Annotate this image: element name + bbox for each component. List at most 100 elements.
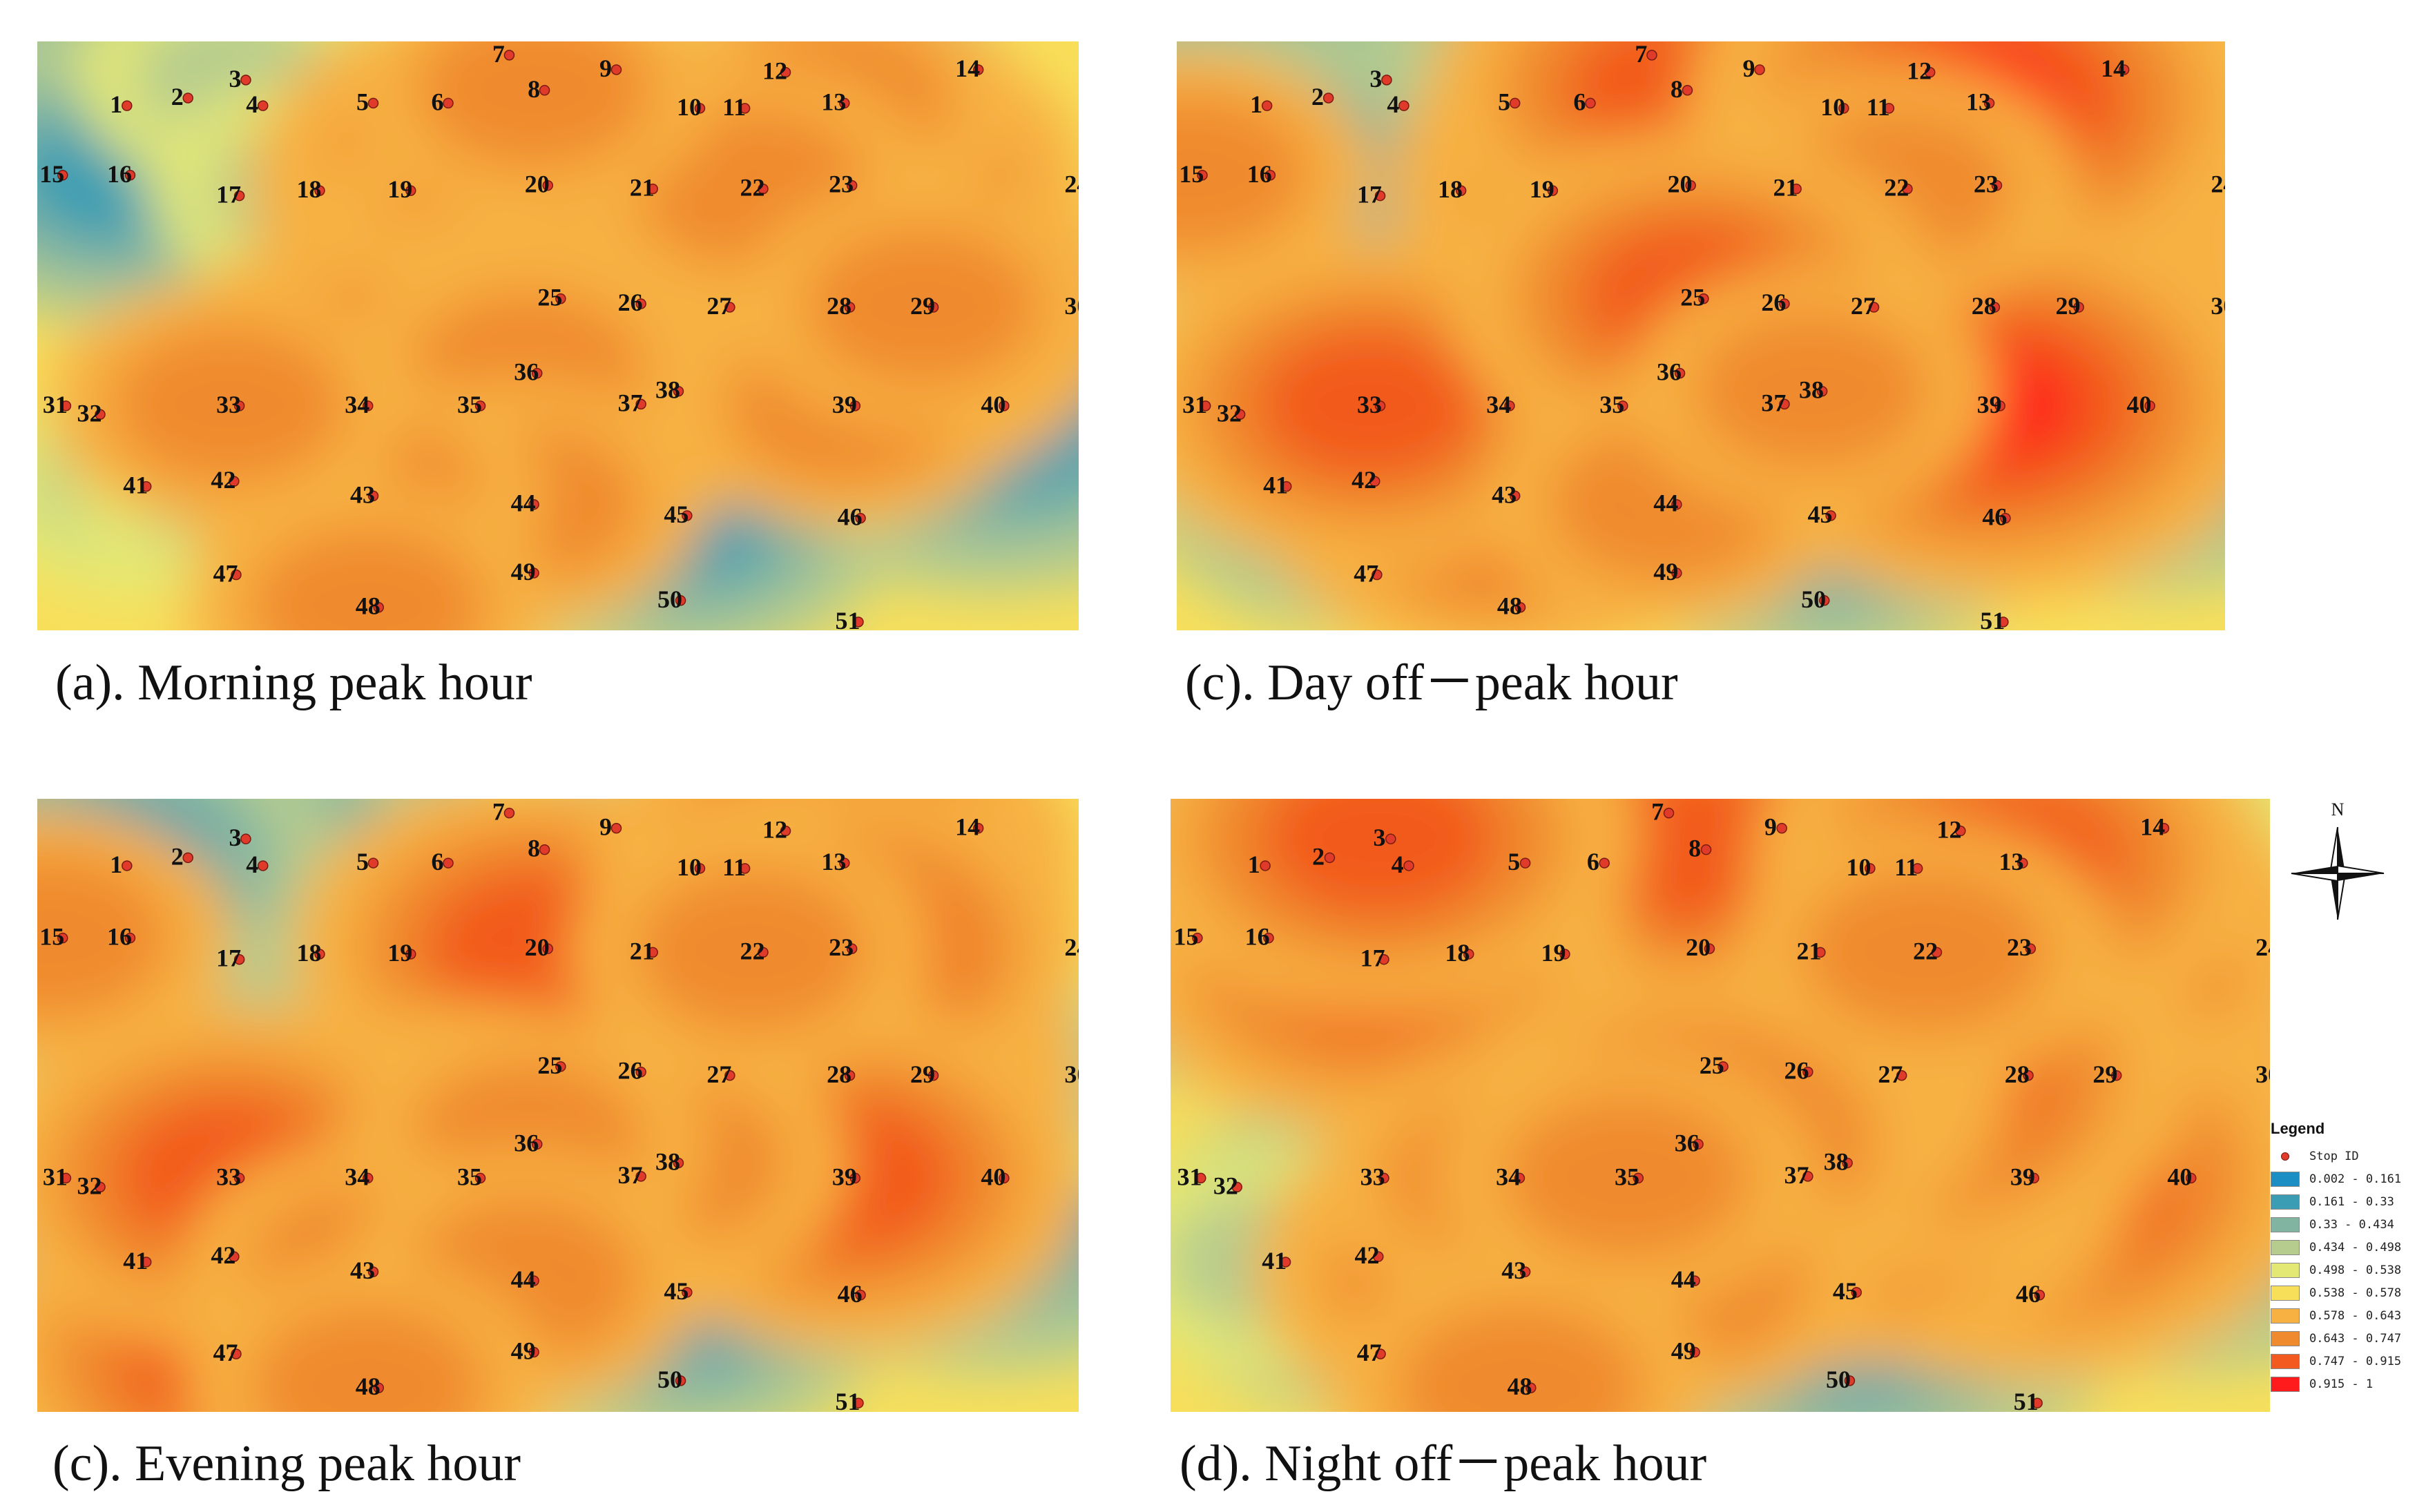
stop-label: 49: [1653, 558, 1678, 585]
stop-marker: [2034, 1290, 2046, 1301]
heatmap-night-off-peak: 1234567891011121314151617181920212223242…: [1169, 797, 2271, 1413]
legend-class-range: 0.002 - 0.161: [2309, 1172, 2402, 1186]
stop-label: 31: [1177, 1163, 1202, 1190]
stop-marker: [1912, 863, 1923, 874]
stop-marker: [1991, 180, 2003, 191]
stop-marker: [1851, 1287, 1862, 1298]
stop-label: 49: [511, 558, 536, 585]
stop-marker: [1842, 1157, 1853, 1169]
stop-marker: [1192, 932, 1203, 944]
legend-class-range: 0.747 - 0.915: [2309, 1354, 2402, 1368]
stop-marker: [528, 1275, 539, 1286]
stop-label: 27: [1878, 1060, 1903, 1088]
stop-marker-icon: [2281, 1152, 2289, 1161]
stop-label: 40: [981, 1163, 1005, 1190]
stop-label: 9: [599, 813, 612, 841]
stop-label: 49: [511, 1337, 536, 1365]
stop-label: 26: [1761, 289, 1786, 316]
stop-marker: [839, 97, 850, 109]
legend-class-row: 0.538 - 0.578: [2271, 1281, 2435, 1304]
stop-marker: [229, 476, 240, 487]
legend-class-range: 0.578 - 0.643: [2309, 1308, 2402, 1323]
stop-marker: [724, 1070, 735, 1081]
stop-label: 29: [910, 1060, 935, 1088]
stop-marker: [1983, 97, 1995, 109]
stop-label: 36: [514, 1129, 539, 1156]
stop-marker: [240, 833, 251, 844]
stop-marker: [1403, 860, 1414, 871]
stop-marker: [2110, 1070, 2122, 1081]
stop-label: 25: [1680, 284, 1705, 311]
hot-zone: [250, 1303, 486, 1413]
stop-label: 47: [1357, 1339, 1382, 1366]
stop-label: 1: [1248, 851, 1260, 878]
stop-label: 16: [107, 923, 132, 951]
north-arrow: N: [2286, 799, 2389, 924]
stop-label: 42: [1354, 1241, 1379, 1269]
stop-marker: [124, 932, 136, 944]
stop-marker: [532, 367, 543, 379]
stop-marker: [1816, 385, 1828, 397]
stop-marker: [2144, 400, 2155, 411]
stop-marker: [780, 825, 791, 837]
stop-marker: [528, 1346, 539, 1358]
hot-zone: [1175, 93, 1311, 254]
stop-marker: [233, 1172, 245, 1184]
stop-marker: [122, 100, 133, 111]
stop-label: 11: [1894, 853, 1918, 881]
stop-marker: [95, 409, 106, 420]
stop-marker: [1378, 1172, 1389, 1184]
stop-marker: [1455, 185, 1467, 196]
stop-marker: [853, 617, 864, 628]
stop-label: 46: [838, 1280, 863, 1308]
stop-label: 4: [246, 851, 258, 878]
stop-marker: [405, 949, 416, 960]
stop-label: 35: [1615, 1163, 1639, 1190]
stop-marker: [1373, 1251, 1384, 1262]
stop-marker: [1776, 822, 1787, 834]
stop-label: 32: [77, 1172, 102, 1199]
stop-marker: [231, 569, 242, 581]
stop-label: 43: [350, 481, 375, 508]
caption-evening-peak: (c). Evening peak hour: [52, 1435, 521, 1492]
stop-label: 15: [1179, 160, 1204, 188]
stop-marker: [724, 302, 735, 313]
stop-label: 34: [1486, 391, 1511, 418]
stop-marker: [1704, 943, 1715, 954]
legend-title: Legend: [2271, 1120, 2325, 1137]
heatmap-morning-peak: 1234567891011121314151617181920212223242…: [36, 40, 1080, 632]
stop-label: 51: [1980, 607, 2005, 632]
legend-class-range: 0.498 - 0.538: [2309, 1263, 2402, 1277]
stop-marker: [1514, 1172, 1526, 1184]
stop-label: 6: [1587, 848, 1599, 875]
stop-marker: [2118, 64, 2130, 75]
stop-label: 2: [1312, 842, 1325, 870]
stop-label: 23: [1974, 171, 1999, 198]
stop-label: 43: [1501, 1257, 1526, 1284]
stop-label: 17: [216, 944, 241, 972]
stop-label: 14: [955, 55, 980, 82]
stop-label: 7: [492, 798, 505, 826]
stop-label: 21: [1773, 174, 1798, 202]
stop-marker: [972, 822, 984, 834]
stop-marker: [373, 1382, 384, 1393]
stop-label: 34: [1496, 1163, 1521, 1190]
heatmap-day-off-peak: 1234567891011121314151617181920212223242…: [1175, 40, 2226, 632]
stop-label: 36: [1675, 1129, 1700, 1156]
stop-label: 50: [1826, 1366, 1851, 1393]
stop-marker: [1264, 170, 1276, 181]
stop-marker: [443, 857, 454, 869]
stop-label: 22: [1913, 937, 1938, 965]
stop-marker: [1200, 400, 1211, 411]
stop-marker: [362, 1172, 374, 1184]
legend-swatch: [2271, 1376, 2300, 1392]
stop-label: 44: [511, 1266, 536, 1293]
stop-label: 20: [525, 171, 550, 198]
stop-marker: [853, 1397, 864, 1408]
stop-marker: [258, 100, 269, 111]
stop-marker: [780, 66, 791, 78]
stop-marker: [1231, 1181, 1242, 1193]
stop-marker: [855, 1290, 866, 1301]
stop-marker: [1234, 409, 1246, 420]
legend-stop-label: Stop ID: [2309, 1149, 2359, 1163]
